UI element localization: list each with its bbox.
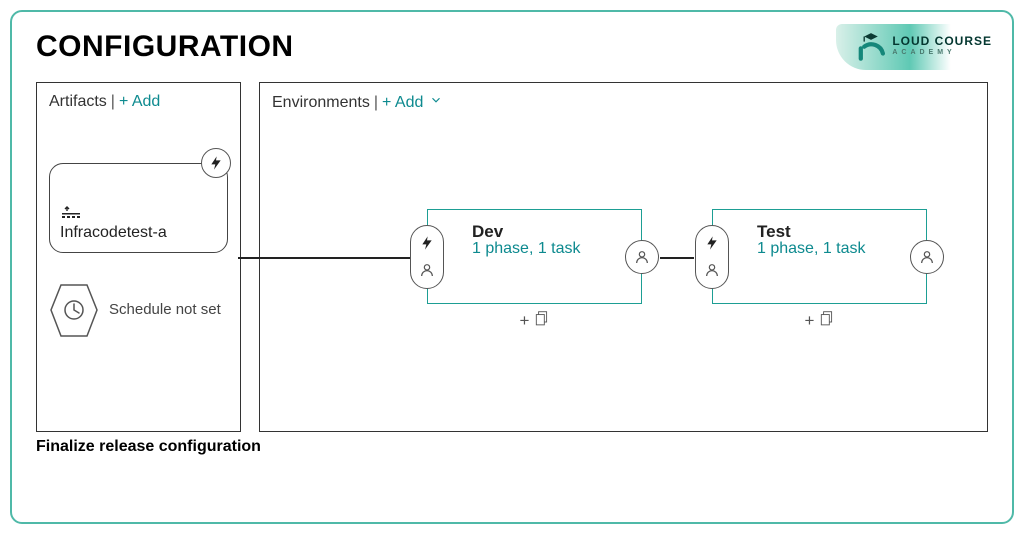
add-env-icon[interactable]: + (520, 311, 530, 331)
logo-text: LOUD COURSE ACADEMY (892, 35, 992, 56)
env-actions-dev: + (520, 310, 550, 331)
user-icon (419, 262, 435, 278)
trigger-bolt-badge[interactable] (201, 148, 231, 178)
schedule-label: Schedule not set (109, 302, 221, 319)
connector-dev-to-test (660, 257, 694, 259)
config-frame: CONFIGURATION LOUD COURSE ACADEMY Artifa… (10, 10, 1014, 524)
user-icon (634, 249, 650, 265)
env-actions-test: + (805, 310, 835, 331)
env-canvas: Dev 1 phase, 1 task + (272, 124, 975, 418)
clone-env-icon[interactable] (535, 310, 549, 331)
footer-label: Finalize release configuration (36, 438, 988, 456)
artifact-name: Infracodetest-a (60, 224, 217, 242)
chevron-down-icon[interactable] (429, 93, 443, 112)
env-node-test[interactable]: Test 1 phase, 1 task + (712, 209, 927, 304)
post-deploy-approver-dev[interactable] (625, 240, 659, 274)
pre-deploy-conditions-test[interactable] (695, 225, 729, 289)
logo-main-text: LOUD COURSE (892, 35, 992, 47)
env-detail-test: 1 phase, 1 task (757, 240, 916, 258)
connector-artifact-to-dev (238, 257, 410, 259)
schedule-hexagon (49, 283, 99, 338)
env-node-dev[interactable]: Dev 1 phase, 1 task + (427, 209, 642, 304)
add-env-icon[interactable]: + (805, 311, 815, 331)
env-name-dev: Dev (472, 222, 631, 242)
logo-mark-icon (854, 28, 888, 62)
page-title: CONFIGURATION (36, 30, 294, 64)
artifacts-header: Artifacts | + Add (49, 93, 228, 111)
brand-logo: LOUD COURSE ACADEMY (836, 24, 1000, 70)
environments-label: Environments (272, 94, 370, 112)
post-deploy-approver-test[interactable] (910, 240, 944, 274)
schedule-row[interactable]: Schedule not set (49, 283, 228, 338)
env-content: Test 1 phase, 1 task (713, 210, 926, 268)
panels-row: Artifacts | + Add (36, 82, 988, 432)
environments-header: Environments | + Add (272, 93, 975, 112)
user-icon (919, 249, 935, 265)
artifact-source-icon (60, 205, 217, 224)
bolt-icon (419, 235, 435, 251)
env-name-test: Test (757, 222, 916, 242)
divider: | (111, 93, 115, 111)
divider: | (374, 94, 378, 112)
clone-env-icon[interactable] (820, 310, 834, 331)
artifacts-add-button[interactable]: + Add (119, 93, 160, 111)
environments-add-button[interactable]: + Add (382, 94, 423, 112)
env-content: Dev 1 phase, 1 task (428, 210, 641, 268)
artifacts-panel: Artifacts | + Add (36, 82, 241, 432)
bolt-icon (208, 155, 224, 171)
header-row: CONFIGURATION LOUD COURSE ACADEMY (36, 30, 988, 70)
artifacts-label: Artifacts (49, 93, 107, 111)
bolt-icon (704, 235, 720, 251)
environments-panel: Environments | + Add Dev (259, 82, 988, 432)
user-icon (704, 262, 720, 278)
logo-sub-text: ACADEMY (892, 49, 992, 56)
artifact-card[interactable]: Infracodetest-a (49, 163, 228, 253)
env-detail-dev: 1 phase, 1 task (472, 240, 631, 258)
pre-deploy-conditions-dev[interactable] (410, 225, 444, 289)
